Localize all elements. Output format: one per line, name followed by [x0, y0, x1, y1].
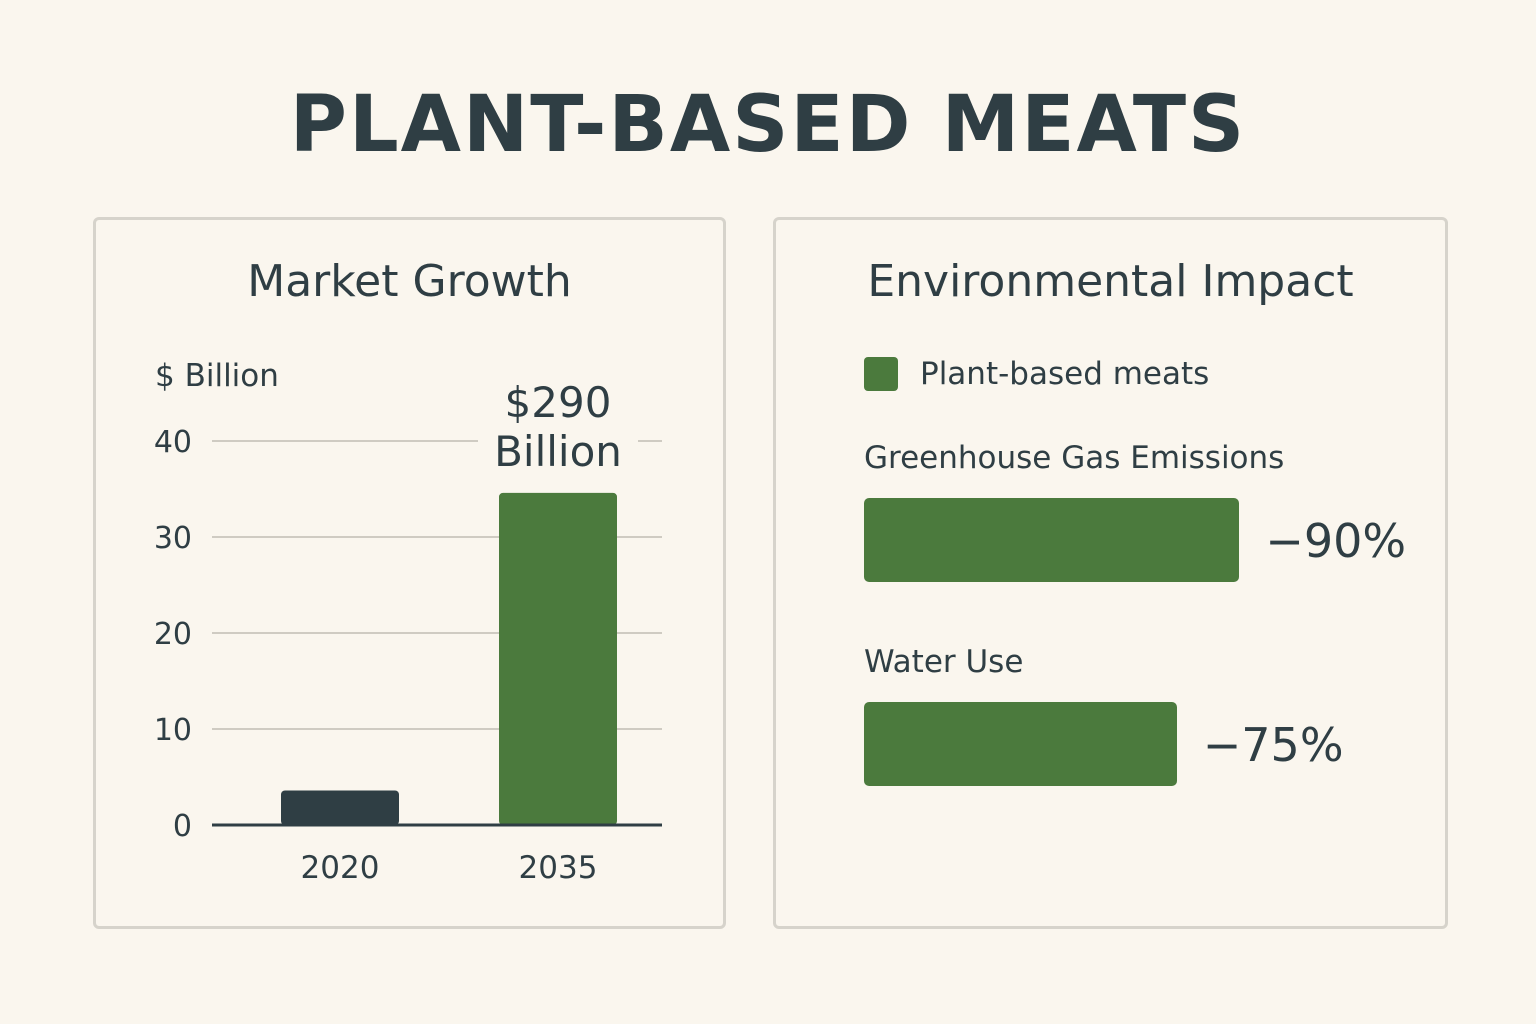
bar-annotation-unit: Billion — [494, 427, 622, 476]
legend-swatch — [864, 357, 898, 391]
legend: Plant-based meats — [864, 356, 1209, 392]
bar-annotation-value: $290 — [505, 378, 612, 427]
annotation-background — [478, 378, 638, 474]
y-tick-label: 10 — [154, 713, 192, 748]
y-tick-label: 0 — [173, 809, 192, 844]
market-growth-card: Market Growth — [93, 217, 726, 929]
y-tick-label: 30 — [154, 521, 192, 556]
bar-2020 — [281, 790, 399, 825]
x-tick-label: 2035 — [519, 850, 598, 886]
metric-label-water: Water Use — [864, 644, 1024, 680]
metric-label-ghg: Greenhouse Gas Emissions — [864, 440, 1285, 476]
environmental-impact-title: Environmental Impact — [867, 256, 1354, 307]
y-axis-label: $ Billion — [155, 358, 279, 394]
environmental-impact-card: Environmental Impact Plant-based meats G… — [773, 217, 1448, 929]
legend-label: Plant-based meats — [920, 356, 1210, 392]
x-tick-label: 2020 — [301, 850, 380, 886]
bar-2035 — [499, 492, 617, 825]
y-tick-label: 40 — [154, 425, 192, 460]
page-title: PLANT-BASED MEATS — [289, 80, 1247, 170]
hbar-value-water: −75% — [1202, 718, 1344, 772]
hbar-ghg — [864, 498, 1240, 582]
y-tick-label: 20 — [154, 617, 192, 652]
hbar-water — [864, 702, 1177, 786]
hbar-value-ghg: −90% — [1265, 514, 1407, 568]
market-growth-title: Market Growth — [247, 256, 572, 307]
